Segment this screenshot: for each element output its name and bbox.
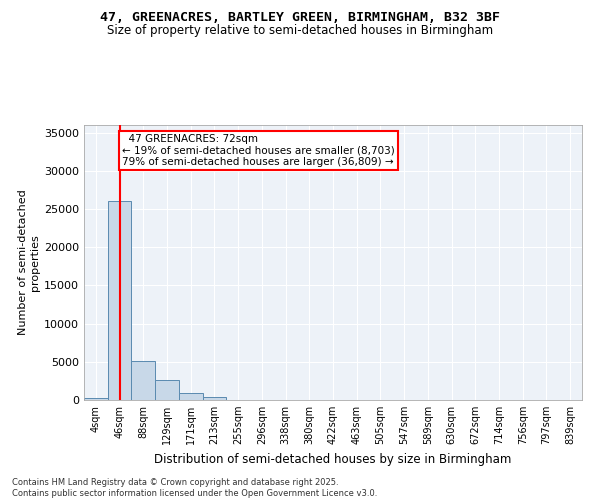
Bar	[84, 398, 108, 400]
Bar	[203, 397, 226, 400]
Text: Contains HM Land Registry data © Crown copyright and database right 2025.
Contai: Contains HM Land Registry data © Crown c…	[12, 478, 377, 498]
Bar	[131, 361, 155, 400]
Bar	[179, 393, 203, 400]
Text: 47 GREENACRES: 72sqm
← 19% of semi-detached houses are smaller (8,703)
79% of se: 47 GREENACRES: 72sqm ← 19% of semi-detac…	[122, 134, 395, 167]
X-axis label: Distribution of semi-detached houses by size in Birmingham: Distribution of semi-detached houses by …	[154, 452, 512, 466]
Text: 47, GREENACRES, BARTLEY GREEN, BIRMINGHAM, B32 3BF: 47, GREENACRES, BARTLEY GREEN, BIRMINGHA…	[100, 11, 500, 24]
Bar	[155, 380, 179, 400]
Y-axis label: Number of semi-detached
properties: Number of semi-detached properties	[18, 190, 40, 336]
Text: Size of property relative to semi-detached houses in Birmingham: Size of property relative to semi-detach…	[107, 24, 493, 37]
Bar	[108, 202, 131, 400]
